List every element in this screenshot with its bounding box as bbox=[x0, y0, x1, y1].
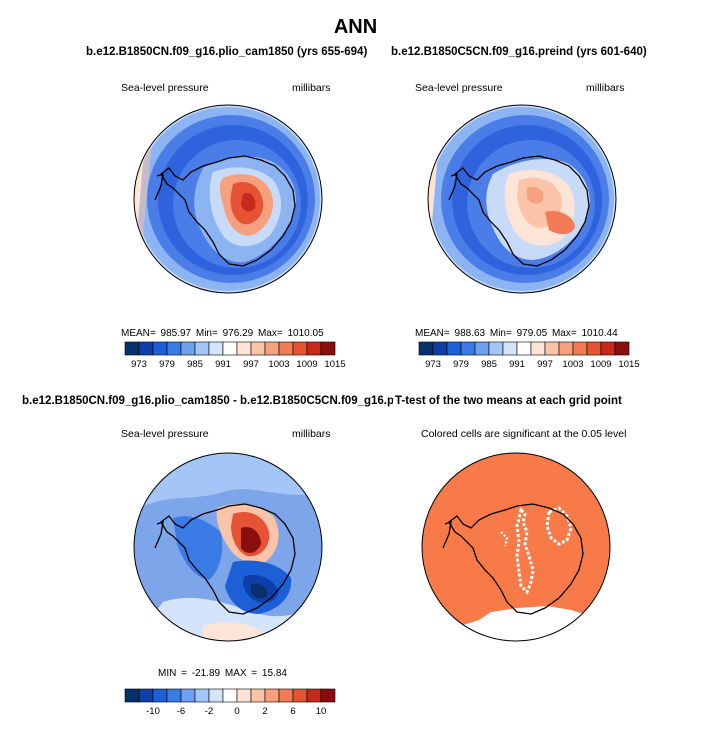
colorbar-swatch bbox=[250, 688, 266, 703]
colorbar-swatch bbox=[166, 688, 182, 703]
colorbar-swatch bbox=[250, 341, 266, 356]
map-panel-3-difference bbox=[133, 452, 323, 642]
colorbar-swatch bbox=[306, 341, 322, 356]
panel-3-units-label: millibars bbox=[292, 428, 331, 440]
colorbar-tick-label: 1003 bbox=[268, 359, 289, 370]
panel-3-stats: MIN = -21.89 MAX = 15.84 bbox=[158, 668, 287, 679]
colorbar-tick-label: 1009 bbox=[590, 359, 611, 370]
colorbar-swatch bbox=[208, 341, 224, 356]
colorbar-swatch bbox=[194, 688, 210, 703]
colorbar-swatch bbox=[264, 688, 280, 703]
colorbar-swatch bbox=[278, 341, 294, 356]
colorbar-swatch bbox=[530, 341, 546, 356]
panel-3-variable-label: Sea-level pressure bbox=[121, 428, 209, 440]
colorbar-swatch bbox=[488, 341, 504, 356]
panel-3-title: b.e12.B1850CN.f09_g16.plio_cam1850 - b.e… bbox=[22, 395, 423, 407]
colorbar-swatch bbox=[166, 341, 182, 356]
colorbar-tick-label: 991 bbox=[215, 359, 231, 370]
colorbar-swatch bbox=[124, 341, 140, 356]
page-title: ANN bbox=[333, 16, 378, 38]
colorbar-tick-label: -10 bbox=[146, 706, 160, 717]
colorbar-swatch bbox=[138, 341, 154, 356]
panel-1-stats: MEAN= 985.97 Min= 976.29 Max= 1010.05 bbox=[121, 328, 324, 339]
colorbar-swatch bbox=[432, 341, 448, 356]
colorbar-tick-label: 10 bbox=[316, 706, 327, 717]
colorbar-swatch bbox=[222, 341, 238, 356]
colorbar-swatch bbox=[278, 688, 294, 703]
panel-2-variable-label: Sea-level pressure bbox=[415, 82, 503, 94]
panel-4-title: T-test of the two means at each grid poi… bbox=[393, 395, 622, 407]
colorbar-swatch bbox=[418, 341, 434, 356]
colorbar-swatch bbox=[474, 341, 490, 356]
colorbar-swatch bbox=[446, 341, 462, 356]
panel-2-units-label: millibars bbox=[586, 82, 625, 94]
colorbar-swatch bbox=[320, 688, 336, 703]
colorbar-swatch bbox=[614, 341, 630, 356]
colorbar-swatch bbox=[264, 341, 280, 356]
colorbar-swatch bbox=[600, 341, 616, 356]
colorbar-tick-label: 2 bbox=[262, 706, 267, 717]
colorbar-tick-label: 973 bbox=[131, 359, 147, 370]
colorbar-panel-1: 973 979 985 991 997 1003 1009 1015 bbox=[124, 341, 346, 370]
colorbar-tick-label: 1009 bbox=[296, 359, 317, 370]
colorbar-swatch bbox=[222, 688, 238, 703]
colorbar-tick-label: 1003 bbox=[562, 359, 583, 370]
colorbar-tick-label: 979 bbox=[453, 359, 469, 370]
colorbar-tick-label: 979 bbox=[159, 359, 175, 370]
colorbar-swatch bbox=[236, 341, 252, 356]
colorbar-swatch bbox=[180, 341, 196, 356]
colorbar-swatch bbox=[138, 688, 154, 703]
colorbar-swatch bbox=[208, 688, 224, 703]
colorbar-swatch bbox=[236, 688, 252, 703]
colorbar-swatch bbox=[320, 341, 336, 356]
colorbar-tick-label: -2 bbox=[205, 706, 213, 717]
colorbar-swatch bbox=[292, 688, 308, 703]
colorbar-tick-label: 985 bbox=[481, 359, 497, 370]
colorbar-swatch bbox=[502, 341, 518, 356]
colorbar-tick-label: 997 bbox=[243, 359, 259, 370]
colorbar-tick-label: 0 bbox=[234, 706, 239, 717]
colorbar-tick-label: 1015 bbox=[324, 359, 345, 370]
panel-1-title: b.e12.B1850CN.f09_g16.plio_cam1850 (yrs … bbox=[86, 46, 368, 58]
colorbar-swatch bbox=[180, 688, 196, 703]
colorbar-swatch bbox=[460, 341, 476, 356]
colorbar-swatch bbox=[572, 341, 588, 356]
colorbar-swatch bbox=[516, 341, 532, 356]
colorbar-swatch bbox=[194, 341, 210, 356]
colorbar-swatch bbox=[586, 341, 602, 356]
map-panel-1 bbox=[133, 104, 323, 294]
colorbar-tick-label: 6 bbox=[290, 706, 295, 717]
colorbar-tick-label: 985 bbox=[187, 359, 203, 370]
colorbar-swatch bbox=[558, 341, 574, 356]
colorbar-swatch bbox=[544, 341, 560, 356]
colorbar-tick-label: 991 bbox=[509, 359, 525, 370]
colorbar-tick-label: -6 bbox=[177, 706, 185, 717]
colorbar-panel-3-difference: -10 -6 -2 0 2 6 10 bbox=[124, 688, 336, 717]
colorbar-swatch bbox=[306, 688, 322, 703]
panel-1-variable-label: Sea-level pressure bbox=[121, 82, 209, 94]
panel-2-stats: MEAN= 988.63 Min= 979.05 Max= 1010.44 bbox=[415, 328, 618, 339]
colorbar-swatch bbox=[124, 688, 140, 703]
colorbar-tick-label: 973 bbox=[425, 359, 441, 370]
panel-2-title: b.e12.B1850C5CN.f09_g16.preind (yrs 601-… bbox=[391, 46, 647, 58]
panel-1-units-label: millibars bbox=[292, 82, 331, 94]
map-panel-4-ttest bbox=[421, 452, 611, 642]
colorbar-panel-2: 973 979 985 991 997 1003 1009 1015 bbox=[418, 341, 640, 370]
colorbar-swatch bbox=[152, 688, 168, 703]
colorbar-tick-label: 997 bbox=[537, 359, 553, 370]
map-panel-2 bbox=[427, 104, 617, 294]
colorbar-tick-label: 1015 bbox=[618, 359, 639, 370]
colorbar-swatch bbox=[292, 341, 308, 356]
colorbar-swatch bbox=[152, 341, 168, 356]
panel-4-significance-label: Colored cells are significant at the 0.0… bbox=[421, 428, 627, 440]
